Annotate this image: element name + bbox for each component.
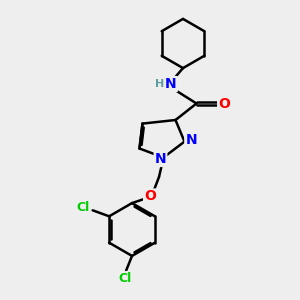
Text: O: O: [144, 190, 156, 203]
Text: Cl: Cl: [76, 201, 90, 214]
Text: O: O: [218, 97, 230, 110]
Text: Cl: Cl: [118, 272, 131, 285]
Text: N: N: [185, 133, 197, 147]
Text: N: N: [155, 152, 166, 166]
Text: H: H: [155, 79, 164, 89]
Text: N: N: [165, 77, 177, 91]
